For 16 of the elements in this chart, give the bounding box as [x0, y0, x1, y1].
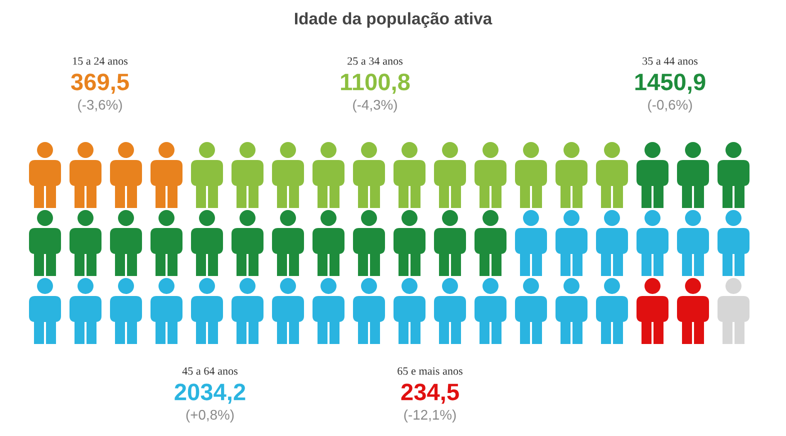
data-label: 1100,8: [341, 74, 410, 94]
text: (-0,6%): [648, 100, 692, 112]
category-label: 15 a 24 anos: [73, 57, 128, 65]
category-label: 45 a 64 anos: [182, 367, 238, 375]
text: (-3,6%): [78, 100, 122, 112]
text: (-12,1%): [404, 410, 456, 422]
category-label: 35 a 44 anos: [642, 57, 698, 65]
data-label: 234,5: [401, 384, 459, 404]
data-label: 2034,2: [174, 384, 246, 404]
category-label: 25 a 34 anos: [348, 57, 403, 65]
category-label: 65 e mais anos: [398, 367, 462, 375]
text: Idade da população ativa: [295, 12, 492, 28]
text: (+0,8%): [186, 410, 234, 422]
data-label: 369,5: [71, 74, 129, 94]
data-label: 1450,9: [635, 74, 706, 94]
text: (-4,3%): [353, 100, 397, 112]
